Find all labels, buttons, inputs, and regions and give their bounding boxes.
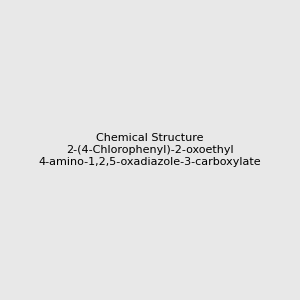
- Text: Chemical Structure
2-(4-Chlorophenyl)-2-oxoethyl 4-amino-1,2,5-oxadiazole-3-carb: Chemical Structure 2-(4-Chlorophenyl)-2-…: [39, 134, 261, 166]
